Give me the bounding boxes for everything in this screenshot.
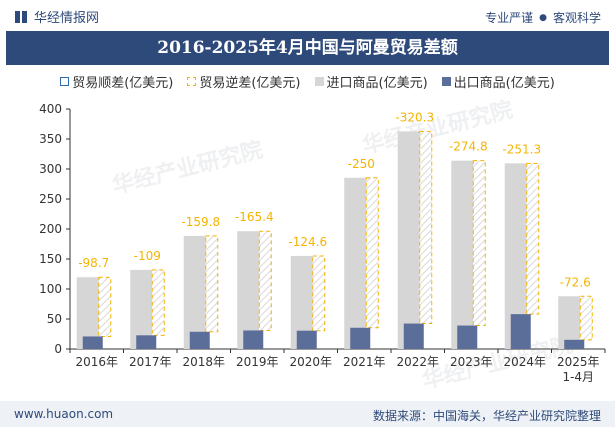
x-tick-label: 2019年 [236, 355, 279, 369]
export-bar [510, 314, 531, 349]
legend-label-export: 出口商品(亿美元) [453, 76, 555, 91]
y-tick-label: 250 [39, 192, 62, 206]
x-tick-label: 2021年 [343, 355, 386, 369]
x-tick-label: 2018年 [182, 355, 225, 369]
import-bar [76, 277, 99, 349]
footer: www.huaon.com 数据来源：中国海关，华经产业研究院整理 [0, 401, 615, 427]
footer-source: 数据来源：中国海关，华经产业研究院整理 [372, 409, 601, 423]
chart-title: 2016-2025年4月中国与阿曼贸易差额 [6, 31, 609, 65]
deficit-value-label: -251.3 [502, 142, 541, 156]
legend-item-import[interactable]: 进口商品(亿美元) [314, 72, 428, 91]
brand[interactable]: 华经情报网 [14, 7, 99, 26]
export-bar [296, 330, 317, 349]
import-bar [558, 296, 581, 349]
legend-item-export[interactable]: 出口商品(亿美元) [441, 72, 555, 91]
deficit-bar [312, 255, 326, 332]
deficit-value-label: -320.3 [395, 110, 434, 124]
x-tick-label: 2016年 [75, 355, 118, 369]
legend-swatch-surplus [60, 77, 70, 86]
import-bar [130, 269, 153, 349]
import-bar [504, 163, 527, 349]
y-tick-label: 350 [39, 132, 62, 146]
deficit-value-label: -274.8 [449, 140, 488, 154]
x-tick-label: 2024年 [503, 355, 546, 369]
x-tick-label: 2023年 [450, 355, 493, 369]
import-bar [451, 160, 474, 349]
deficit-bar [526, 162, 540, 315]
footer-website-link[interactable]: www.huaon.com [14, 407, 114, 421]
legend-item-deficit[interactable]: 贸易逆差(亿美元) [187, 72, 301, 91]
x-tick-label: 2020年 [289, 355, 332, 369]
deficit-bar [579, 295, 593, 341]
tagline: 专业严谨 ● 客观科学 [485, 9, 601, 26]
export-bar [350, 327, 371, 349]
top-bar: 华经情报网 专业严谨 ● 客观科学 [0, 0, 615, 30]
export-bar [564, 339, 585, 349]
y-tick-label: 50 [47, 312, 62, 326]
import-bar [290, 255, 313, 349]
legend-swatch-deficit [187, 77, 197, 86]
export-bar [457, 325, 478, 349]
deficit-value-label: -72.6 [560, 275, 591, 289]
import-bar [183, 235, 206, 349]
import-bar [344, 177, 367, 349]
y-tick-label: 100 [39, 282, 62, 296]
deficit-value-label: -165.4 [235, 210, 274, 224]
x-tick-label: 1-4月 [562, 370, 594, 384]
bullet-icon: ● [539, 12, 547, 23]
tagline-left: 专业严谨 [485, 11, 534, 25]
deficit-bar [258, 230, 272, 331]
chart-canvas: 0 50 100 150 200 250 300 350 400 2016年 2017年 2018年 2… [39, 102, 606, 384]
deficit-bar [98, 276, 112, 337]
y-tick-label: 0 [54, 342, 62, 356]
deficit-value-label: -124.6 [288, 235, 327, 249]
legend-label-import: 进口商品(亿美元) [326, 76, 428, 91]
x-tick-label: 2017年 [129, 355, 172, 369]
x-tick-label: 2025年 [557, 355, 600, 369]
export-bar [403, 323, 424, 349]
deficit-value-label: -109 [134, 249, 161, 263]
y-tick-label: 150 [39, 252, 62, 266]
deficit-value-label: -98.7 [78, 256, 109, 270]
y-tick-label: 300 [39, 162, 62, 176]
deficit-value-label: -250 [348, 157, 375, 171]
legend-label-deficit: 贸易逆差(亿美元) [199, 76, 301, 91]
y-tick-label: 200 [39, 222, 62, 236]
deficit-bar [205, 235, 219, 333]
brand-name: 华经情报网 [34, 11, 100, 26]
deficit-bar [419, 130, 433, 325]
export-bar [82, 336, 103, 349]
brand-logo-icon [14, 10, 28, 24]
legend-item-surplus[interactable]: 贸易顺差(亿美元) [60, 72, 173, 91]
deficit-value-label: -159.8 [181, 215, 220, 229]
export-bar [189, 331, 210, 349]
legend: 贸易顺差(亿美元) 贸易逆差(亿美元) 进口商品(亿美元) 出口商品(亿美元) [0, 72, 615, 91]
deficit-bar [365, 177, 379, 329]
deficit-bar [151, 269, 165, 336]
legend-swatch-export [441, 77, 451, 86]
export-bar [243, 330, 264, 349]
tagline-right: 客观科学 [552, 11, 601, 25]
export-bar [136, 335, 157, 349]
y-tick-label: 400 [39, 102, 62, 116]
import-bar [237, 231, 260, 349]
x-tick-label: 2022年 [396, 355, 439, 369]
legend-swatch-import [314, 77, 324, 86]
deficit-bar [472, 160, 486, 327]
import-bar [397, 131, 420, 349]
legend-label-surplus: 贸易顺差(亿美元) [72, 76, 174, 91]
